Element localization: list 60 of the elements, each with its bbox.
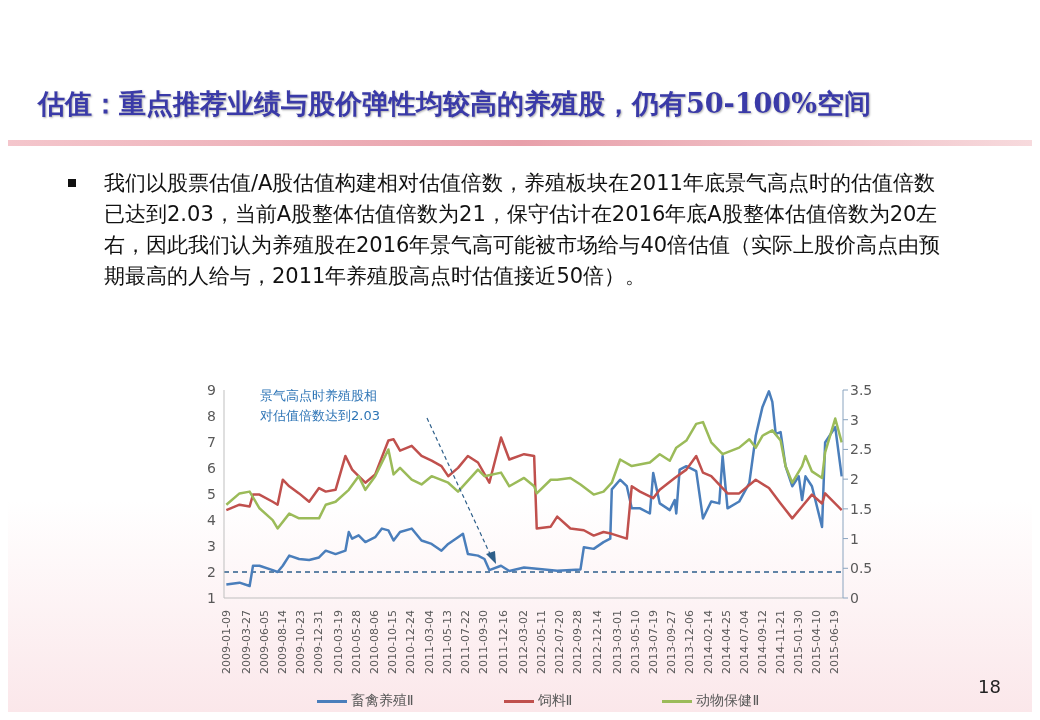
y-tick-label: 7 [207, 433, 216, 450]
x-tick-label: 2011-03-04 [422, 610, 436, 674]
x-tick-label: 2013-09-27 [665, 610, 679, 674]
x-tick-label: 2014-07-04 [737, 610, 751, 674]
x-tick-label: 2012-09-28 [571, 610, 585, 674]
x-tick-label: 2012-03-02 [516, 610, 530, 674]
y-tick-label: 5 [207, 485, 216, 502]
x-tick-label: 2010-03-19 [331, 610, 345, 674]
x-tick-label: 2011-09-30 [476, 610, 490, 674]
x-tick-label: 2012-07-20 [553, 610, 567, 674]
x-tick-label: 2010-08-06 [368, 610, 382, 674]
y2-tick-label: 1.5 [850, 500, 873, 517]
text: 我们以股票估值/A股估值构建相对估值倍数，养殖板块在2011年底景气高点时的估值倍数已达到2.03，当前A股整体估值倍数为21，保守估计在2016年底A股整体估值倍数为20左右，因此我们认为养殖股在2016年景气高可能被市场给与40倍估值（实际上股价高点由预期最高的人给与，2011年养殖股高点时估值接近50倍）。 [104, 170, 942, 290]
x-tick-label: 2009-06-05 [257, 610, 271, 674]
x-tick-label: 2012-05-11 [534, 610, 548, 674]
chart-title: 估值：重点推荐业绩与股价弹性均较高的养殖股，仍有50-100%空间 [38, 87, 871, 121]
y2-tick-label: 2.5 [850, 441, 873, 458]
x-tick-label: 2013-12-06 [683, 610, 697, 674]
x-tick-label: 2010-05-28 [350, 610, 364, 674]
y-tick-label: 9 [207, 381, 216, 398]
legend-label: 畜禽养殖Ⅱ [349, 692, 414, 710]
y-tick-label: 2 [207, 563, 216, 580]
y2-tick-label: 0 [850, 589, 859, 606]
x-tick-label: 2011-12-16 [496, 610, 510, 674]
line-series [225, 390, 843, 588]
x-tick-label: 2014-09-12 [755, 610, 769, 674]
x-tick-label: 2010-10-15 [386, 610, 400, 674]
x-tick-label: 2015-04-10 [810, 610, 824, 674]
x-tick-label: 2013-07-19 [647, 610, 661, 674]
legend-label: 饲料Ⅱ [536, 692, 573, 710]
y2-tick-label: 3.5 [850, 381, 873, 398]
x-tick-label: 2009-03-27 [239, 610, 253, 674]
x-tick-label: 2011-07-22 [458, 610, 472, 674]
y2-tick-label: 1 [850, 530, 859, 547]
x-tick-label: 2014-11-21 [774, 610, 788, 674]
y-tick-label: 8 [207, 407, 216, 424]
x-tick-label: 2014-04-25 [719, 610, 733, 674]
annotation: 景气高点时养殖股相对估值倍数达到2.03 [260, 387, 380, 425]
y-tick-label: 3 [207, 537, 216, 554]
x-tick-label: 2010-12-24 [404, 610, 418, 674]
y-tick-label: 1 [207, 589, 216, 606]
x-tick-label: 2009-08-14 [275, 610, 289, 674]
x-tick-label: 2015-06-19 [828, 610, 842, 674]
x-tick-label: 2011-05-13 [440, 610, 454, 674]
x-tick-label: 2013-03-01 [611, 610, 625, 674]
x-tick-label: 2009-01-09 [219, 610, 233, 674]
line-series [225, 436, 843, 540]
x-tick-label: 2014-02-14 [701, 610, 715, 674]
y2-tick-label: 2 [850, 471, 859, 488]
y-tick-label: 4 [207, 511, 217, 528]
y2-tick-label: 0.5 [850, 560, 873, 577]
y-tick-label: 6 [207, 459, 217, 476]
x-tick-label: 2009-12-31 [311, 610, 325, 674]
y2-tick-label: 3 [850, 411, 859, 428]
x-tick-label: 2012-12-14 [591, 610, 605, 674]
x-tick-label: 2015-01-30 [792, 610, 806, 674]
legend-label: 动物保健Ⅱ [695, 692, 760, 710]
x-tick-label: 2013-05-10 [629, 610, 643, 674]
text: 18 [978, 676, 1001, 697]
x-tick-label: 2009-10-23 [293, 610, 307, 674]
